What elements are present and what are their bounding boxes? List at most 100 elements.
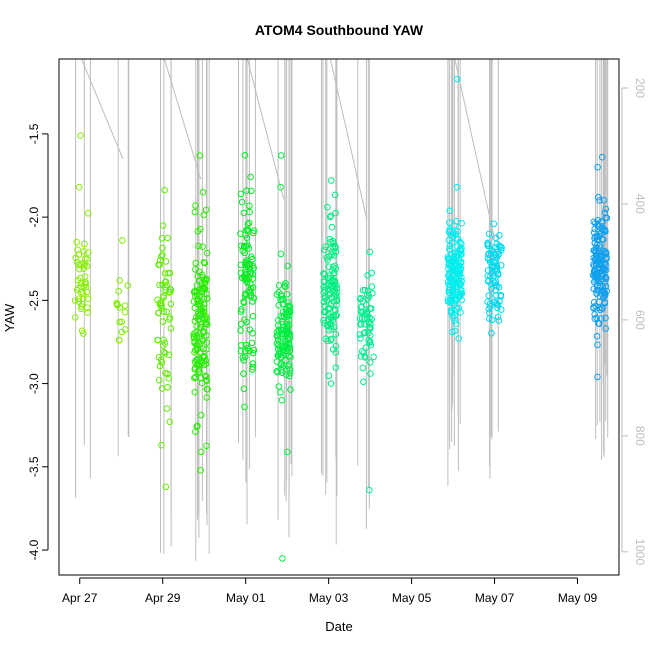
data-point <box>593 262 600 270</box>
data-point <box>320 298 328 306</box>
data-point <box>332 364 340 371</box>
data-point <box>602 205 610 213</box>
data-point <box>283 318 291 326</box>
data-point <box>73 259 81 266</box>
data-point <box>82 283 90 291</box>
data-point <box>80 248 88 255</box>
data-point <box>484 298 491 306</box>
data-point <box>249 363 257 371</box>
secondary-series-connector <box>246 58 285 200</box>
data-point <box>445 272 452 279</box>
data-point-outlier <box>364 272 371 279</box>
data-point <box>331 323 338 331</box>
data-point <box>275 322 282 329</box>
data-point <box>199 243 206 250</box>
data-point <box>497 246 505 254</box>
data-point <box>195 301 203 308</box>
data-point <box>201 259 209 267</box>
data-point <box>240 370 247 378</box>
data-point <box>158 302 165 310</box>
data-point <box>285 306 293 314</box>
data-point <box>85 249 92 256</box>
data-point <box>287 386 294 393</box>
data-point <box>492 234 499 242</box>
data-point <box>203 385 211 393</box>
data-point <box>166 269 174 277</box>
data-point <box>80 283 88 291</box>
data-point <box>590 218 598 226</box>
data-point <box>331 269 338 277</box>
data-point <box>283 291 291 298</box>
data-point-outlier <box>116 277 123 284</box>
data-point <box>202 319 209 326</box>
data-point <box>194 228 202 235</box>
data-point-outlier <box>240 357 247 364</box>
data-point <box>449 328 456 336</box>
data-point <box>454 270 461 277</box>
data-point <box>273 332 281 340</box>
data-point <box>596 230 603 238</box>
data-point <box>366 248 374 256</box>
data-point <box>238 306 245 313</box>
data-point <box>286 334 294 342</box>
data-point <box>360 349 367 357</box>
data-point <box>282 339 290 347</box>
data-point <box>161 350 169 357</box>
data-point <box>193 334 200 342</box>
data-point <box>160 348 168 356</box>
data-point <box>247 173 254 181</box>
data-point <box>286 307 294 315</box>
data-point <box>491 279 498 286</box>
data-point <box>601 226 608 233</box>
x-axis-tick-label: May 07 <box>475 591 515 605</box>
data-point <box>200 259 208 266</box>
data-point <box>456 239 464 246</box>
data-point <box>157 356 165 364</box>
data-point <box>285 372 293 380</box>
x-axis-tick-label: Apr 27 <box>62 591 98 605</box>
data-point-outlier <box>77 132 84 139</box>
data-point <box>446 270 453 278</box>
data-point <box>167 325 175 332</box>
data-point <box>161 186 168 194</box>
data-point <box>199 327 207 335</box>
data-point <box>159 251 166 259</box>
data-point <box>323 253 331 261</box>
data-point <box>488 316 496 324</box>
data-point <box>275 326 283 334</box>
data-point <box>599 276 606 283</box>
data-point <box>494 304 501 312</box>
secondary-axis-tick-label: 200 <box>633 78 647 98</box>
data-point-outlier <box>490 220 498 228</box>
data-point <box>203 346 210 353</box>
data-point <box>156 377 163 384</box>
data-point <box>192 259 200 267</box>
data-point <box>203 394 210 401</box>
data-point-outlier <box>596 320 603 328</box>
data-point <box>199 359 206 366</box>
data-point <box>591 240 599 247</box>
secondary-series-connector <box>329 58 368 220</box>
data-point <box>485 315 493 322</box>
data-point <box>240 242 248 250</box>
data-point <box>599 305 606 312</box>
data-point <box>361 286 369 294</box>
data-point <box>279 308 287 316</box>
data-point <box>191 288 198 296</box>
data-point <box>76 265 83 273</box>
data-point <box>246 202 253 210</box>
data-point <box>366 318 373 325</box>
data-point-outlier <box>594 373 601 381</box>
data-point <box>202 372 209 380</box>
data-point <box>321 246 328 254</box>
data-point <box>237 190 245 198</box>
chart-title: ATOM4 Southbound YAW <box>255 22 424 38</box>
data-point <box>488 329 495 337</box>
data-point <box>156 301 164 309</box>
plot-frame <box>58 58 620 576</box>
data-point-outlier <box>199 188 207 196</box>
data-point <box>167 300 175 308</box>
data-point <box>201 315 208 323</box>
data-point <box>490 269 497 277</box>
secondary-series-connector <box>81 58 124 160</box>
